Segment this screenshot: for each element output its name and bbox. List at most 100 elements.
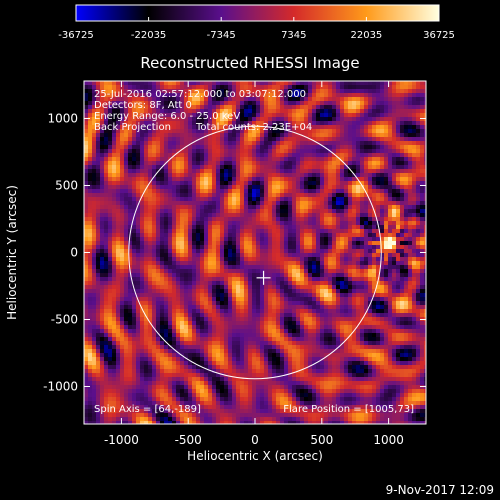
heatmap-cell <box>204 289 208 293</box>
heatmap-cell <box>104 165 108 169</box>
heatmap-cell <box>160 257 164 261</box>
heatmap-cell <box>136 97 140 101</box>
heatmap-cell <box>244 209 248 213</box>
heatmap-cell <box>92 153 96 157</box>
heatmap-cell <box>240 177 244 181</box>
heatmap-cell <box>324 165 328 169</box>
heatmap-cell <box>104 169 108 173</box>
heatmap-cell <box>268 153 272 157</box>
heatmap-cell <box>308 109 312 113</box>
heatmap-cell <box>292 217 296 221</box>
heatmap-cell <box>348 193 352 197</box>
heatmap-cell <box>244 129 248 133</box>
heatmap-cell <box>228 117 232 121</box>
heatmap-cell <box>424 109 426 113</box>
heatmap-cell <box>296 125 300 129</box>
heatmap-cell <box>376 133 380 137</box>
heatmap-cell <box>328 253 332 257</box>
heatmap-cell <box>408 225 412 229</box>
heatmap-cell <box>224 129 228 133</box>
heatmap-cell <box>212 289 216 293</box>
heatmap-cell <box>316 301 320 305</box>
heatmap-cell <box>96 89 100 93</box>
heatmap-cell <box>212 281 216 285</box>
heatmap-cell <box>368 161 372 165</box>
heatmap-cell <box>256 93 260 97</box>
heatmap-cell <box>96 225 100 229</box>
heatmap-cell <box>396 141 400 145</box>
heatmap-cell <box>164 237 168 241</box>
heatmap-cell <box>148 261 152 265</box>
heatmap-cell <box>272 149 276 153</box>
heatmap-cell <box>352 285 356 289</box>
heatmap-cell <box>156 285 160 289</box>
heatmap-cell <box>268 141 272 145</box>
heatmap-cell <box>156 197 160 201</box>
heatmap-cell <box>152 181 156 185</box>
heatmap-cell <box>140 185 144 189</box>
heatmap-cell <box>248 97 252 101</box>
heatmap-cell <box>316 145 320 149</box>
heatmap-cell <box>84 273 88 277</box>
heatmap-cell <box>364 201 368 205</box>
heatmap-cell <box>92 305 96 309</box>
heatmap-cell <box>268 201 272 205</box>
heatmap-cell <box>148 117 152 121</box>
heatmap-cell <box>176 237 180 241</box>
heatmap-cell <box>412 185 416 189</box>
heatmap-cell <box>420 153 424 157</box>
heatmap-cell <box>168 125 172 129</box>
heatmap-cell <box>216 293 220 297</box>
heatmap-cell <box>388 305 392 309</box>
heatmap-cell <box>108 105 112 109</box>
heatmap-cell <box>312 229 316 233</box>
heatmap-cell <box>356 185 360 189</box>
heatmap-cell <box>124 137 128 141</box>
heatmap-cell <box>412 165 416 169</box>
heatmap-cell <box>260 109 264 113</box>
heatmap-cell <box>104 149 108 153</box>
heatmap-cell <box>152 201 156 205</box>
heatmap-cell <box>312 89 316 93</box>
heatmap-cell <box>420 125 424 129</box>
heatmap-cell <box>92 133 96 137</box>
heatmap-cell <box>204 161 208 165</box>
heatmap-cell <box>244 137 248 141</box>
heatmap-cell <box>136 229 140 233</box>
heatmap-cell <box>196 277 200 281</box>
heatmap-cell <box>312 105 316 109</box>
heatmap-cell <box>128 177 132 181</box>
heatmap-cell <box>176 161 180 165</box>
heatmap-cell <box>124 153 128 157</box>
heatmap-cell <box>204 141 208 145</box>
heatmap-cell <box>252 241 256 245</box>
heatmap-cell <box>200 269 204 273</box>
heatmap-cell <box>340 249 344 253</box>
colorbar-tick-label: -22035 <box>131 30 166 41</box>
heatmap-cell <box>280 177 284 181</box>
heatmap-cell <box>204 153 208 157</box>
heatmap-cell <box>356 161 360 165</box>
heatmap-cell <box>224 149 228 153</box>
heatmap-cell <box>272 225 276 229</box>
heatmap-cell <box>200 301 204 305</box>
heatmap-cell <box>196 217 200 221</box>
heatmap-cell <box>112 89 116 93</box>
heatmap-cell <box>236 169 240 173</box>
heatmap-cell <box>188 221 192 225</box>
heatmap-cell <box>384 137 388 141</box>
heatmap-cell <box>312 277 316 281</box>
heatmap-cell <box>100 281 104 285</box>
heatmap-cell <box>88 109 92 113</box>
heatmap-cell <box>384 225 388 229</box>
heatmap-cell <box>340 81 344 85</box>
heatmap-cell <box>208 221 212 225</box>
heatmap-cell <box>208 185 212 189</box>
heatmap-cell <box>116 197 120 201</box>
heatmap-cell <box>348 221 352 225</box>
heatmap-cell <box>164 217 168 221</box>
heatmap-cell <box>88 257 92 261</box>
heatmap-cell <box>168 189 172 193</box>
heatmap-cell <box>100 165 104 169</box>
heatmap-cell <box>292 257 296 261</box>
